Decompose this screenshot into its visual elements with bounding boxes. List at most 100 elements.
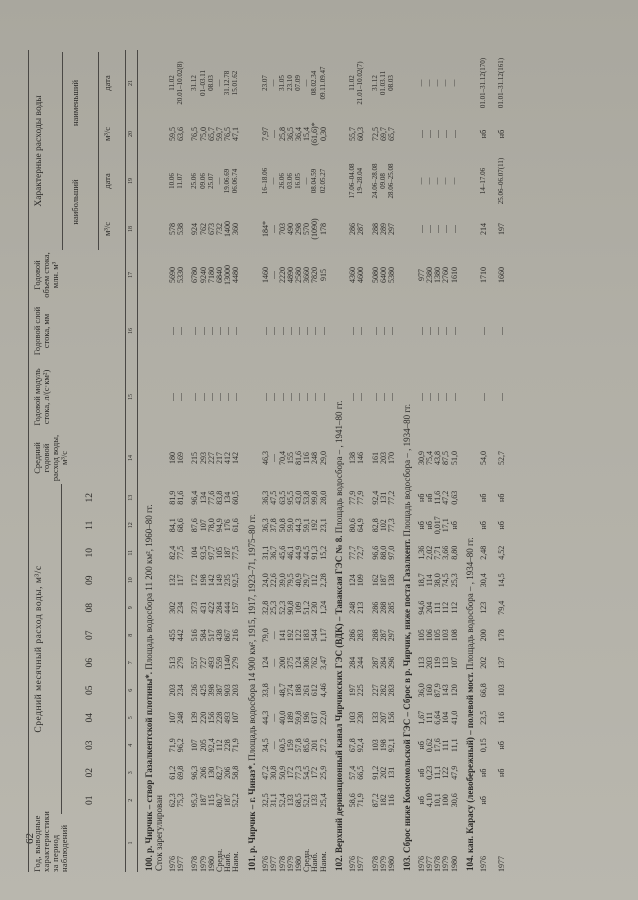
section-description: Площадь водосбора – , 1941–80 гг. xyxy=(333,400,344,534)
table-cell: 296 xyxy=(387,656,397,669)
table-cell: 116 xyxy=(387,794,397,807)
table-cell: 1610 xyxy=(449,267,459,283)
section-station-name: кан. Карасу (левобережный) – полевой мос… xyxy=(464,672,475,853)
section-description: Площадь водосбора – , 1934–80 гг. xyxy=(402,404,413,537)
table-cell: 107 xyxy=(231,711,241,724)
table-cell: 25,3 xyxy=(449,573,459,588)
header-month: 09 xyxy=(85,575,96,586)
row-label: Наим. xyxy=(318,851,328,872)
table-cell: 283 xyxy=(387,684,397,697)
header-month: 08 xyxy=(85,603,96,613)
section-station-name: Верхний деривационный канал Чирчикских Г… xyxy=(333,535,344,853)
table-cell: 244 xyxy=(356,656,366,669)
table-cell: 81,6 xyxy=(176,490,186,505)
table-cell: 51,0 xyxy=(449,451,459,465)
section-number: 104. xyxy=(464,855,475,871)
table-cell: 225 xyxy=(356,684,366,697)
table-cell: 112 xyxy=(449,601,459,614)
table-cell: 52,7 xyxy=(497,451,507,465)
header-max: наибольший xyxy=(62,154,99,250)
column-number: 21 xyxy=(128,80,134,86)
table-row: 1977 75,3 69,8 96,2 248 234 279 442 234 117 77,5 68… xyxy=(176,50,186,872)
table-cell: 169 xyxy=(176,452,186,464)
table-cell: 14,5 xyxy=(497,573,507,588)
table-row: 1977 71,9 66,5 92,4 230 225 244 283 213 109 72,7 64… xyxy=(356,50,366,872)
column-number: 15 xyxy=(128,394,134,400)
header-mean-annual: Средний годовой расход воды, м³/с xyxy=(32,434,69,482)
section-title: 102. Верхний деривационный канал Чирчикс… xyxy=(333,311,345,872)
table-cell: 123 xyxy=(479,601,489,614)
table-cell: 2,48 xyxy=(479,545,489,560)
table-row: 1976 нб нб 0,15 23,5 66,8 202 200 123 30,4 2,48 нб н… xyxy=(479,50,489,872)
table-cell: 279 xyxy=(231,656,241,669)
table-cell: 71,9 xyxy=(231,738,241,753)
header-month: 07 xyxy=(85,630,96,641)
row-group: 1976 нб нб 0,15 23,5 66,8 202 200 123 30,4 2,48 нб н… xyxy=(479,50,507,872)
column-number: 11 xyxy=(128,549,134,556)
table-cell: — xyxy=(356,393,366,401)
table-cell: 5380 xyxy=(387,267,397,283)
table-cell: 197 xyxy=(497,223,507,235)
table-cell: нб xyxy=(497,521,507,530)
row-group: 1976 58,6 57,4 67,8 103 197 284 286 248 124 77,7 80… xyxy=(348,50,366,872)
table-cell: 54,0 xyxy=(479,451,489,465)
table-cell: 01.01–31.12(161) xyxy=(497,57,506,109)
table-cell: 285 xyxy=(387,601,397,614)
table-cell: 02.05.27 xyxy=(318,168,327,194)
table-cell: — xyxy=(479,327,489,335)
table-cell: 120 xyxy=(449,684,459,697)
table-cell: 29,0 xyxy=(318,451,328,465)
table-cell: 08.03 xyxy=(387,75,396,91)
header-month: 02 xyxy=(85,768,96,778)
table-cell: 79,4 xyxy=(497,600,507,615)
table-cell: 58,8 xyxy=(231,765,241,780)
table-row: Наим. 52,2 58,8 71,9 107 203 279 216 157 92,5 77,5… xyxy=(231,50,241,872)
table-cell: — xyxy=(449,327,459,335)
section-station-name: р. Чирчик – створ Газалкентской плотины*… xyxy=(144,671,154,853)
section-description: Площадь водосбора 14 900 км², 1915, 1917… xyxy=(246,514,257,761)
column-number: 14 xyxy=(128,455,134,461)
table-cell: — xyxy=(387,393,397,401)
table-body: 100. р. Чирчик – створ Газалкентской пло… xyxy=(144,50,507,873)
table-cell: 360 xyxy=(231,223,241,235)
table-cell: 64,9 xyxy=(356,518,366,533)
section-station-name: Сброс ниже Комсомольской ГЭС – Сброс в р… xyxy=(402,538,413,853)
table-row: 1977 нб нб 116 103 137 178 79,4 14,5 4,52 нб нб 52,7… xyxy=(497,50,507,872)
row-label: 1977 xyxy=(176,856,186,872)
table-cell: 0,63 xyxy=(449,490,459,505)
section-station-name: р. Чирчик – г. Чиназ*. xyxy=(246,763,257,853)
table-cell: 11,1 xyxy=(449,738,459,753)
column-number: 6 xyxy=(128,688,134,692)
station-section: 100. р. Чирчик – створ Газалкентской пло… xyxy=(144,50,241,872)
table-row: Наим. 25,4 25,9 27,2 22,0 4,46 3,47 1,17 1,24 2,2… xyxy=(318,50,328,873)
table-cell: 202 xyxy=(479,656,489,669)
table-cell: 234 xyxy=(176,601,186,614)
column-number: 8 xyxy=(128,633,134,637)
table-cell: 27,2 xyxy=(318,738,328,753)
table-cell: 915 xyxy=(318,269,328,281)
section-number: 103. xyxy=(402,855,413,871)
table-cell: 77,3 xyxy=(387,518,397,533)
table-cell: 137 xyxy=(497,656,507,669)
table-cell: 297 xyxy=(387,223,397,235)
section-number: 101. xyxy=(246,855,257,871)
table-cell: 4480 xyxy=(231,267,241,283)
table-cell: — xyxy=(387,327,397,335)
table-cell: 92,5 xyxy=(231,573,241,588)
section-title: 104. кан. Карасу (левобережный) – полево… xyxy=(464,311,476,872)
table-cell: — xyxy=(176,393,186,401)
table-cell: 63,6 xyxy=(176,127,186,141)
table-cell: — xyxy=(449,393,459,401)
table-cell: нб xyxy=(497,768,507,777)
column-number: 20 xyxy=(128,131,134,137)
header-month: 01 xyxy=(85,795,96,806)
row-group: 1978 87,2 91,2 103 133 227 287 288 286 162 96,6 82,… xyxy=(371,50,397,872)
table-cell: 28.06–25.08 xyxy=(387,163,396,199)
table-cell: 200 xyxy=(479,629,489,642)
table-cell: 142 xyxy=(231,452,241,464)
table-cell: нб xyxy=(479,129,489,139)
table-cell: 8,80 xyxy=(449,545,459,560)
table-cell: 178 xyxy=(318,223,328,235)
header-month: 04 xyxy=(85,713,96,723)
row-group: 1976 62,3 61,2 71,9 107 203 513 455 302 132 82,4 84… xyxy=(168,50,186,872)
